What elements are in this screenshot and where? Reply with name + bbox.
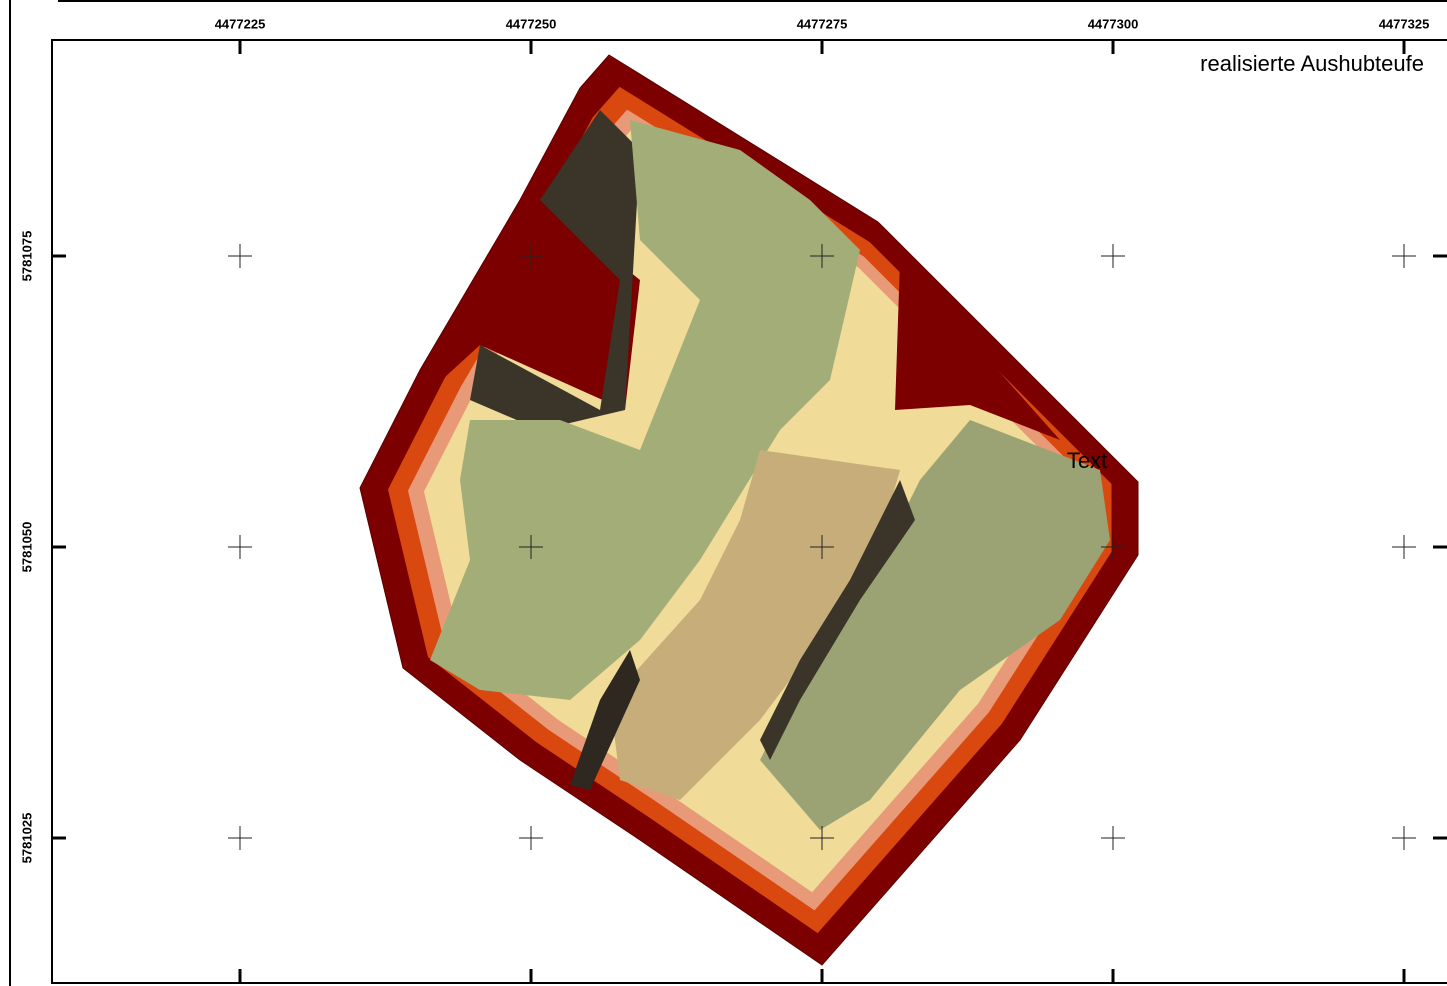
dark-channel-2 bbox=[570, 650, 640, 790]
red-notch-left bbox=[420, 200, 640, 410]
grid-cross bbox=[519, 535, 543, 559]
grid-cross bbox=[810, 244, 834, 268]
x-tick-label: 4477225 bbox=[215, 16, 266, 31]
grid-cross bbox=[810, 535, 834, 559]
grid-cross bbox=[228, 535, 252, 559]
grid-cross bbox=[1101, 244, 1125, 268]
grid-cross bbox=[1392, 244, 1416, 268]
grid-cross bbox=[1101, 535, 1125, 559]
grid-cross bbox=[519, 244, 543, 268]
dark-slope-left bbox=[470, 110, 640, 430]
terrain bbox=[359, 54, 1139, 966]
grid-cross bbox=[1101, 826, 1125, 850]
grid-cross bbox=[1392, 826, 1416, 850]
x-tick-label: 4477325 bbox=[1379, 16, 1430, 31]
x-tick-label: 4477275 bbox=[797, 16, 848, 31]
grid-cross bbox=[519, 826, 543, 850]
map-frame bbox=[51, 39, 1447, 984]
y-tick-label: 5781025 bbox=[19, 813, 34, 864]
red-notch-right bbox=[895, 260, 1060, 440]
grid-cross bbox=[228, 244, 252, 268]
grid-cross bbox=[1392, 535, 1416, 559]
green-core bbox=[430, 120, 860, 700]
map-title: realisierte Aushubteufe bbox=[1200, 51, 1424, 76]
green-right bbox=[760, 420, 1110, 830]
grid-cross bbox=[228, 826, 252, 850]
x-tick-label: 4477300 bbox=[1088, 16, 1139, 31]
y-tick-label: 5781075 bbox=[19, 231, 34, 282]
x-tick-label: 4477250 bbox=[506, 16, 557, 31]
grid-cross bbox=[810, 826, 834, 850]
y-tick-label: 5781050 bbox=[19, 522, 34, 573]
dark-channel bbox=[760, 480, 915, 760]
tan-core bbox=[610, 450, 900, 800]
annotation: Text bbox=[1067, 448, 1107, 473]
